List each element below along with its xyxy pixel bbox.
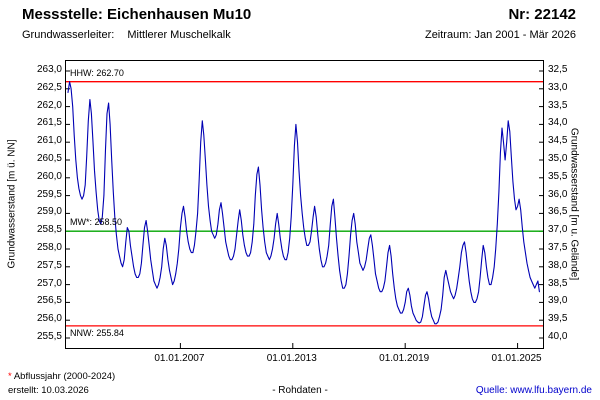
right-axis-tick-label: 36,0: [548, 188, 568, 200]
header-row-1: Messstelle: Eichenhausen Mu10 Nr: 22142: [0, 6, 600, 23]
left-axis-tick-label: 255,5: [36, 331, 62, 342]
left-axis-title: Grundwasserstand [m ü. NN]: [6, 139, 18, 269]
aquifer-label: Grundwasserleiter:: [22, 29, 115, 41]
left-axis-tick-label: 257,5: [36, 259, 62, 271]
source-link[interactable]: Quelle: www.lfu.bayern.de: [476, 385, 592, 396]
right-axis-tick-label: 34,5: [548, 135, 568, 147]
left-axis-tick-label: 259,0: [36, 206, 62, 218]
source-label: Quelle:: [475, 385, 511, 396]
right-axis-tick-label: 35,0: [548, 153, 568, 164]
right-axis-tick-label: 38,0: [548, 259, 568, 271]
left-axis-tick-label: 258,0: [36, 242, 62, 253]
reference-line-label-mw: MW*: 258.50: [70, 217, 123, 228]
left-axis-tick-label: 259,5: [36, 188, 62, 200]
right-axis-tick-label: 40,0: [548, 331, 568, 342]
reference-line-label-hhw: HHW: 262.70: [70, 67, 124, 78]
groundwater-series-line: [67, 81, 540, 325]
right-axis-tick-label: 38,5: [548, 277, 568, 289]
left-axis-tick-label: 260,5: [36, 153, 62, 164]
left-axis-tick-label: 257,0: [36, 277, 62, 289]
right-axis-tick-label: 37,0: [548, 224, 568, 236]
left-axis-tick-label: 262,5: [36, 81, 62, 93]
left-axis-tick-label: 256,5: [36, 295, 62, 307]
left-axis-tick-label: 263,0: [36, 64, 62, 75]
left-axis-tick-label: 258,5: [36, 224, 62, 236]
left-axis-tick-label: 261,0: [36, 135, 62, 147]
source-url[interactable]: www.lfu.bayern.de: [510, 385, 592, 396]
right-axis-title: Grundwasserstand [m u. Gelände]: [568, 127, 580, 281]
right-axis-tick-label: 34,0: [548, 117, 568, 129]
created-date: erstellt: 10.03.2026: [8, 385, 89, 396]
plot-area: [65, 60, 544, 349]
left-axis-tick-label: 256,0: [36, 313, 62, 325]
footnote-abflussjahr: * Abflussjahr (2000-2024): [8, 371, 115, 382]
right-axis-tick-label: 36,5: [548, 206, 568, 218]
right-axis-tick-label: 39,0: [548, 295, 568, 307]
left-axis-tick-label: 262,0: [36, 99, 62, 111]
station-number: Nr: 22142: [508, 6, 576, 23]
right-axis-tick-label: 37,5: [548, 242, 568, 253]
x-axis-tick-label: 01.01.2007: [154, 353, 205, 364]
left-axis-tick-label: 261,5: [36, 117, 62, 129]
right-axis-tick-label: 33,5: [548, 99, 568, 111]
x-axis-tick-label: 01.01.2019: [379, 353, 430, 364]
aquifer-value: Mittlerer Muschelkalk: [127, 29, 231, 41]
header-row-2: Grundwasserleiter: Mittlerer Muschelkalk…: [0, 29, 600, 41]
footnote-asterisk: *: [8, 371, 12, 382]
footnote-text: Abflussjahr (2000-2024): [11, 371, 116, 382]
left-axis-tick-label: 260,0: [36, 170, 62, 182]
reference-line-label-nnw: NNW: 255.84: [70, 327, 124, 338]
period-label: Zeitraum: Jan 2001 - Mär 2026: [424, 29, 576, 41]
groundwater-line-chart: [66, 70, 543, 348]
right-axis-tick-label: 33,0: [548, 81, 568, 93]
station-title: Messstelle: Eichenhausen Mu10: [22, 6, 252, 23]
right-axis-tick-label: 35,5: [548, 170, 568, 182]
aquifer-group: Grundwasserleiter: Mittlerer Muschelkalk: [22, 29, 231, 41]
x-axis-tick-label: 01.01.2013: [266, 353, 317, 364]
x-axis-tick-label: 01.01.2025: [491, 353, 542, 364]
data-type-caption: - Rohdaten -: [272, 385, 328, 396]
right-axis-tick-label: 39,5: [548, 313, 568, 325]
right-axis-tick-label: 32,5: [548, 64, 568, 75]
